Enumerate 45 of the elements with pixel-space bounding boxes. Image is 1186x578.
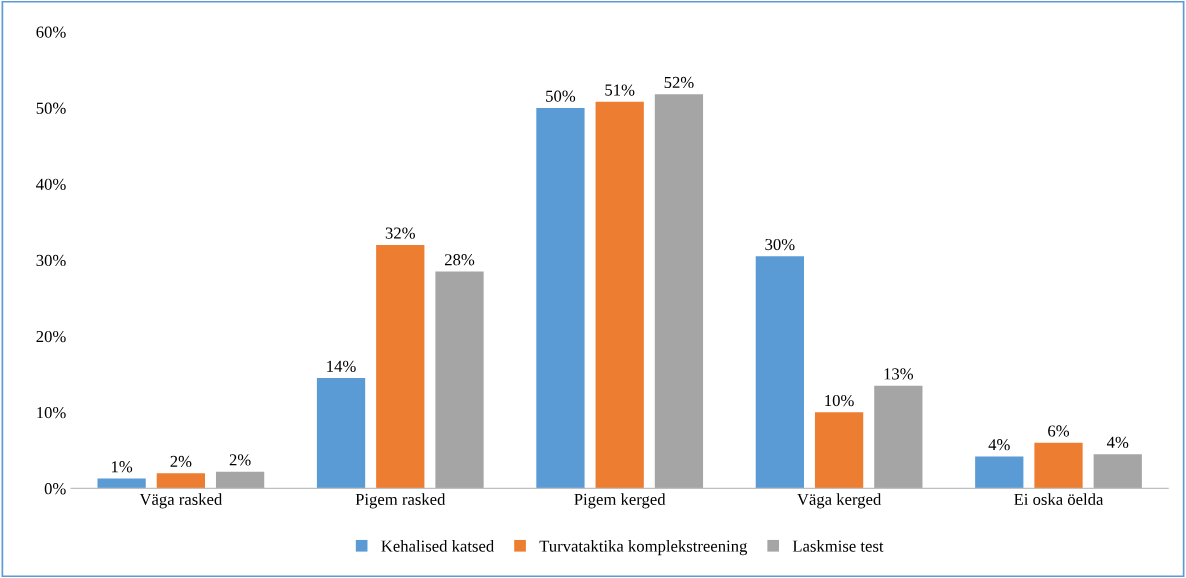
data-label: 1% — [111, 461, 133, 473]
data-label: 30% — [765, 238, 795, 251]
legend-label: Kehalised katsed — [381, 540, 494, 552]
bar — [97, 478, 146, 489]
bar — [536, 107, 585, 489]
y-tick-label: 10% — [37, 407, 66, 419]
data-label: 52% — [664, 76, 694, 89]
data-label: 51% — [605, 84, 635, 96]
data-label: 10% — [825, 394, 854, 407]
y-tick-label: 0% — [44, 483, 66, 495]
bar — [1034, 442, 1083, 489]
bar — [874, 385, 923, 489]
bar — [435, 271, 484, 489]
bar — [975, 456, 1024, 489]
data-label: 2% — [229, 454, 251, 466]
data-label: 13% — [884, 368, 914, 380]
legend-label: Laskmise test — [792, 540, 884, 552]
bar — [755, 256, 804, 489]
data-label: 2% — [170, 455, 192, 468]
data-label: 50% — [546, 90, 576, 102]
x-tick-label: Väga rasked — [139, 493, 223, 509]
data-label: 28% — [444, 254, 475, 266]
y-tick-label: 40% — [36, 178, 66, 190]
data-label: 4% — [988, 439, 1010, 451]
y-tick-label: 30% — [36, 254, 66, 267]
data-label: 6% — [1048, 425, 1070, 437]
x-tick-label: Väga kerged — [797, 493, 882, 509]
y-tick-label: 50% — [36, 102, 66, 114]
data-label: 32% — [385, 227, 415, 239]
bar — [654, 94, 704, 489]
y-tick-label: 60% — [36, 26, 66, 38]
bar — [376, 244, 425, 489]
bar — [316, 378, 366, 489]
data-label: 14% — [327, 360, 356, 372]
bar — [1093, 454, 1142, 489]
y-tick-label: 20% — [36, 330, 66, 343]
bar — [595, 101, 644, 489]
x-tick-label: Pigem kerged — [574, 493, 666, 509]
bar — [215, 471, 265, 489]
bar — [814, 412, 864, 489]
x-tick-label: Ei oska öelda — [1014, 493, 1104, 505]
data-label: 4% — [1106, 436, 1129, 449]
bar — [156, 473, 205, 489]
x-tick-label: Pigem rasked — [355, 493, 446, 509]
legend-label: Turvataktika komplekstreening — [539, 540, 748, 556]
